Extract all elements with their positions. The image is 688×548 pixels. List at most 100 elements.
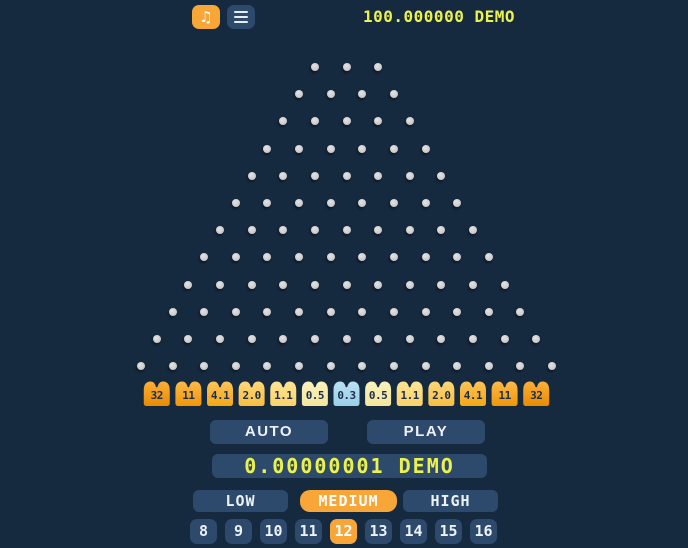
rows-button-10[interactable]: 10 (260, 519, 287, 544)
peg (326, 362, 335, 371)
peg (405, 226, 414, 235)
multiplier-value: 11 (182, 389, 195, 402)
peg (389, 307, 398, 316)
multiplier-bucket: 2.0 (237, 380, 266, 406)
peg (326, 307, 335, 316)
peg (389, 144, 398, 153)
peg (295, 307, 304, 316)
peg (152, 335, 161, 343)
peg (358, 307, 367, 316)
peg (374, 335, 383, 343)
peg (295, 90, 304, 99)
peg (453, 253, 462, 262)
peg (437, 171, 446, 180)
peg (421, 307, 430, 316)
rows-button-11[interactable]: 11 (295, 519, 322, 544)
risk-button-low[interactable]: LOW (193, 490, 288, 512)
multiplier-value: 1.1 (400, 389, 419, 402)
risk-button-medium[interactable]: MEDIUM (300, 490, 397, 512)
peg (374, 226, 383, 235)
peg (168, 362, 177, 371)
multiplier-value: 4.1 (463, 389, 483, 402)
peg (263, 144, 272, 153)
peg (374, 280, 383, 289)
peg (358, 90, 367, 99)
peg (184, 280, 193, 289)
multiplier-bucket: 1.1 (269, 380, 298, 406)
peg (279, 280, 288, 289)
peg (216, 226, 225, 235)
peg (310, 280, 319, 289)
peg (468, 226, 477, 235)
multiplier-bucket: 2.0 (427, 380, 456, 406)
peg (532, 335, 541, 343)
peg (295, 144, 304, 153)
peg (453, 199, 462, 207)
peg (500, 280, 509, 289)
rows-button-14[interactable]: 14 (400, 519, 427, 544)
peg (468, 280, 477, 289)
peg (279, 171, 288, 180)
peg (437, 335, 446, 343)
peg (358, 253, 367, 262)
multiplier-value: 4.1 (210, 389, 230, 402)
peg (263, 253, 272, 262)
multiplier-bucket: 0.5 (364, 380, 393, 406)
peg (437, 226, 446, 235)
rows-button-9[interactable]: 9 (225, 519, 252, 544)
play-button[interactable]: PLAY (367, 420, 485, 444)
peg (279, 226, 288, 235)
rows-button-8[interactable]: 8 (190, 519, 217, 544)
peg (247, 280, 256, 289)
peg (279, 335, 288, 343)
peg (405, 117, 414, 126)
peg (453, 307, 462, 316)
rows-button-15[interactable]: 15 (435, 519, 462, 544)
peg (295, 362, 304, 371)
peg (484, 362, 493, 371)
risk-button-high[interactable]: HIGH (403, 490, 498, 512)
peg (231, 307, 240, 316)
peg (437, 280, 446, 289)
rows-button-12[interactable]: 12 (330, 519, 357, 544)
multiplier-bucket: 4.1 (206, 380, 235, 406)
balance-display: 100.000000 DEMO (363, 7, 515, 26)
peg (484, 253, 493, 262)
auto-button[interactable]: AUTO (210, 420, 328, 444)
peg (200, 307, 209, 316)
multiplier-bucket: 4.1 (458, 380, 487, 406)
multiplier-value: 2.0 (432, 389, 451, 402)
peg (516, 307, 525, 316)
peg (342, 280, 351, 289)
peg (295, 253, 304, 262)
peg (310, 171, 319, 180)
peg (247, 226, 256, 235)
peg (342, 226, 351, 235)
plinko-board: 32 11 4.1 2.0 1.1 0.5 0.3 0.5 1.1 2.0 4.1 11 32 (136, 63, 557, 420)
peg (374, 117, 383, 126)
multiplier-bucket: 0.3 (332, 380, 361, 406)
sound-toggle-button[interactable]: ♫ (192, 5, 220, 29)
multiplier-bucket: 1.1 (395, 380, 424, 406)
rows-button-16[interactable]: 16 (470, 519, 497, 544)
multiplier-bucket: 32 (522, 380, 551, 406)
peg (358, 362, 367, 371)
menu-button[interactable] (227, 5, 255, 29)
multiplier-value: 0.5 (305, 389, 325, 402)
peg (453, 362, 462, 371)
peg (200, 362, 209, 371)
peg (342, 63, 351, 71)
peg (405, 171, 414, 180)
peg (231, 362, 240, 371)
peg (342, 335, 351, 343)
peg (421, 253, 430, 262)
peg (295, 199, 304, 207)
multiplier-bucket: 11 (174, 380, 203, 406)
multiplier-bucket: 32 (142, 380, 171, 406)
peg (263, 307, 272, 316)
peg (389, 362, 398, 371)
rows-button-13[interactable]: 13 (365, 519, 392, 544)
bet-amount-field[interactable]: 0.00000001 DEMO (212, 454, 487, 478)
peg (263, 199, 272, 207)
